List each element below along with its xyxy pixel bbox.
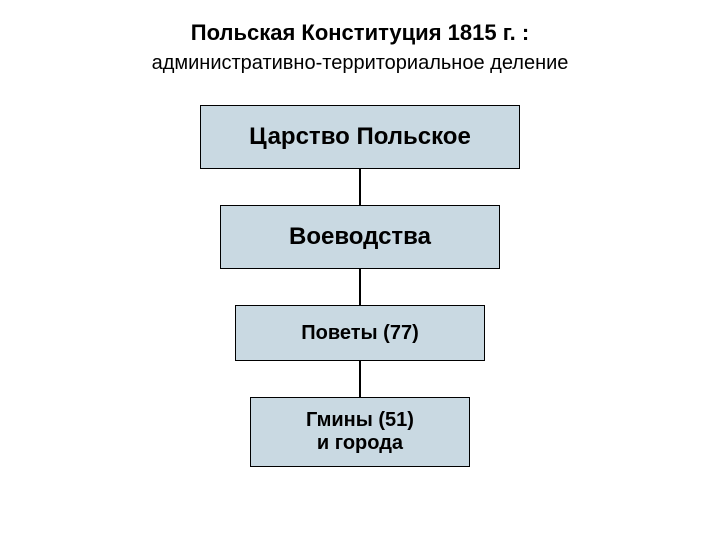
- flowchart-connector: [359, 269, 361, 305]
- flowchart-node: Гмины (51) и города: [250, 397, 470, 467]
- flowchart-node: Воеводства: [220, 205, 500, 269]
- page-subtitle: административно-территориальное деление: [152, 52, 569, 75]
- flowchart-node: Царство Польское: [200, 105, 520, 169]
- flowchart-node: Поветы (77): [235, 305, 485, 361]
- flowchart-connector: [359, 361, 361, 397]
- flowchart-container: Царство Польское Воеводства Поветы (77) …: [200, 105, 520, 467]
- flowchart-connector: [359, 169, 361, 205]
- page-title: Польская Конституция 1815 г. :: [191, 20, 529, 46]
